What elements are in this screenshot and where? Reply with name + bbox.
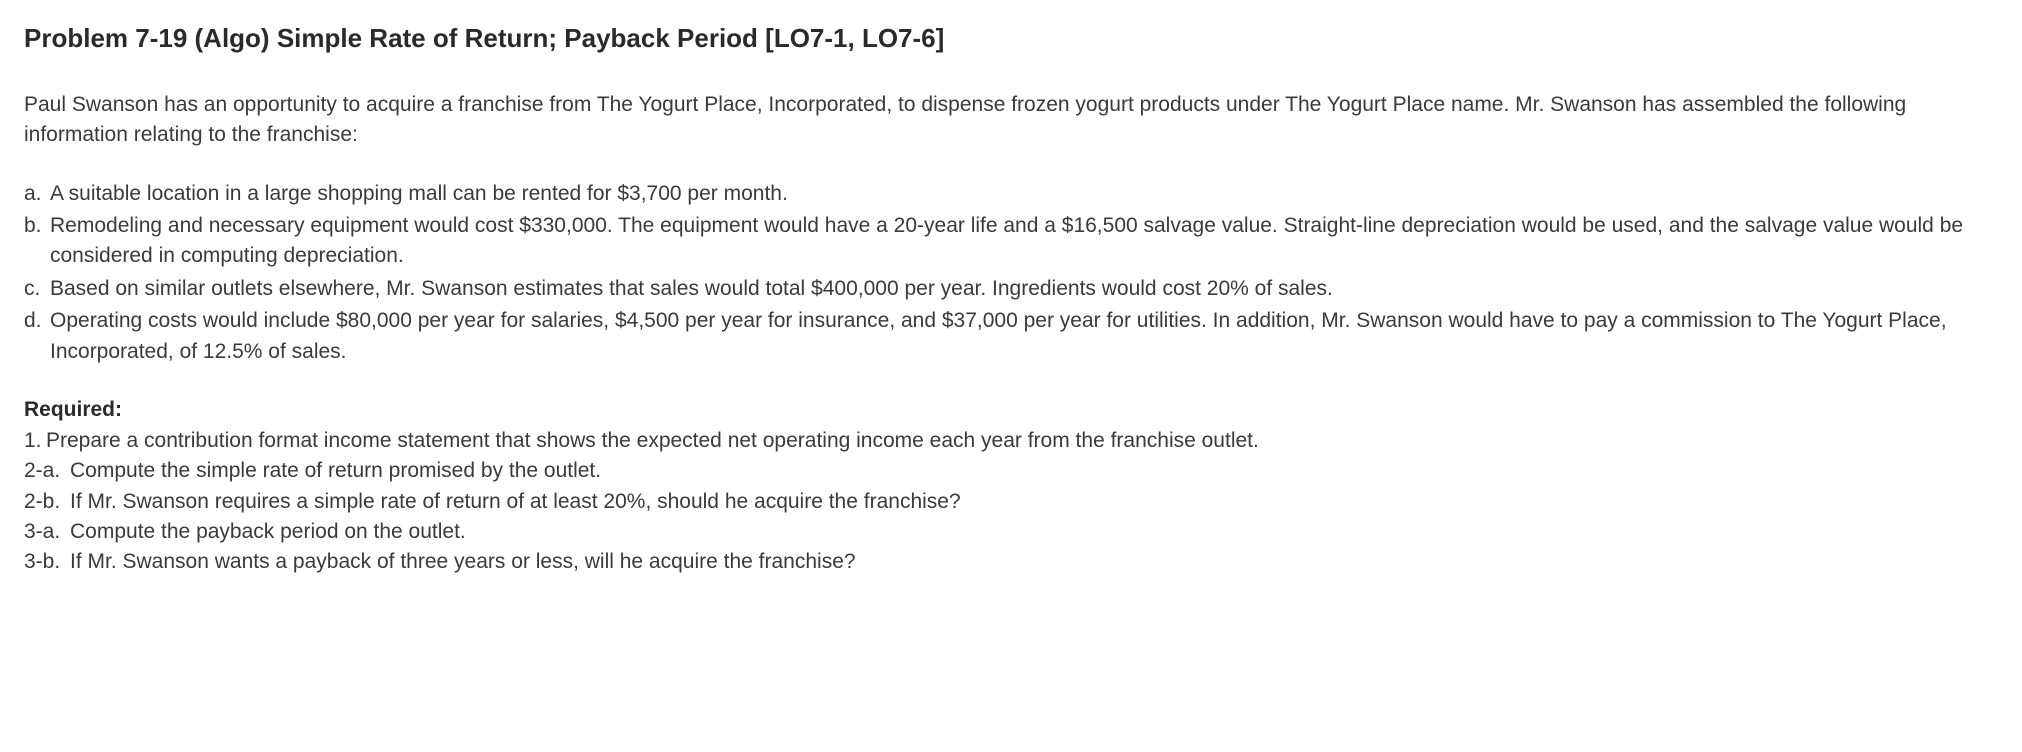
required-marker: 2-a. [24, 456, 70, 486]
required-text: Compute the simple rate of return promis… [70, 456, 1998, 486]
required-marker: 2-b. [24, 487, 70, 517]
problem-title: Problem 7-19 (Algo) Simple Rate of Retur… [24, 20, 1998, 58]
required-text: Compute the payback period on the outlet… [70, 517, 1998, 547]
info-marker: b. [24, 211, 50, 272]
info-text: Based on similar outlets elsewhere, Mr. … [50, 274, 1998, 304]
info-item: d. Operating costs would include $80,000… [24, 306, 1998, 367]
required-marker: 3-a. [24, 517, 70, 547]
required-text: Prepare a contribution format income sta… [46, 426, 1998, 456]
info-text: Operating costs would include $80,000 pe… [50, 306, 1998, 367]
info-item: c. Based on similar outlets elsewhere, M… [24, 274, 1998, 304]
required-label: Required: [24, 395, 1998, 425]
info-item: a. A suitable location in a large shoppi… [24, 179, 1998, 209]
info-list: a. A suitable location in a large shoppi… [24, 179, 1998, 368]
required-item: 2-b. If Mr. Swanson requires a simple ra… [24, 487, 1998, 517]
required-item: 1. Prepare a contribution format income … [24, 426, 1998, 456]
info-text: Remodeling and necessary equipment would… [50, 211, 1998, 272]
required-text: If Mr. Swanson wants a payback of three … [70, 547, 1998, 577]
required-item: 3-b. If Mr. Swanson wants a payback of t… [24, 547, 1998, 577]
info-text: A suitable location in a large shopping … [50, 179, 1998, 209]
info-item: b. Remodeling and necessary equipment wo… [24, 211, 1998, 272]
info-marker: d. [24, 306, 50, 367]
info-marker: a. [24, 179, 50, 209]
required-marker: 3-b. [24, 547, 70, 577]
required-item: 2-a. Compute the simple rate of return p… [24, 456, 1998, 486]
required-text: If Mr. Swanson requires a simple rate of… [70, 487, 1998, 517]
intro-paragraph: Paul Swanson has an opportunity to acqui… [24, 90, 1998, 151]
required-item: 3-a. Compute the payback period on the o… [24, 517, 1998, 547]
required-section: Required: 1. Prepare a contribution form… [24, 395, 1998, 578]
required-marker: 1. [24, 426, 46, 456]
info-marker: c. [24, 274, 50, 304]
